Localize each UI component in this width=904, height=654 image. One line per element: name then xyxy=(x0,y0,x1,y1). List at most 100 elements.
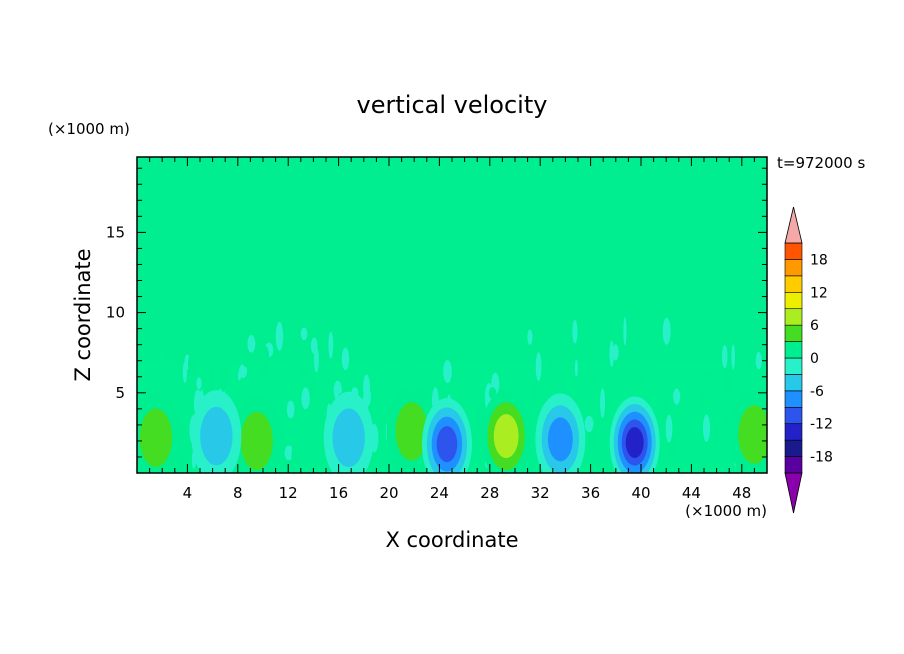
field-streak xyxy=(154,327,164,356)
field-streak xyxy=(731,344,735,370)
field-streak xyxy=(612,344,619,361)
contour-level xyxy=(395,402,428,461)
field-streak xyxy=(219,365,227,392)
field-patch xyxy=(299,157,337,201)
field-streak xyxy=(379,344,386,365)
field-streak xyxy=(600,388,606,418)
field-streak xyxy=(168,358,174,372)
field-patch xyxy=(205,157,278,196)
field-streak xyxy=(592,372,599,391)
x-tick-label: 8 xyxy=(233,484,243,502)
field-streak xyxy=(655,348,660,359)
field-streak xyxy=(309,377,316,404)
field-patch xyxy=(428,298,486,323)
field-streak xyxy=(319,407,324,437)
contour-level xyxy=(547,417,573,462)
field-streak xyxy=(328,331,334,359)
field-streak xyxy=(639,374,643,390)
field-streak xyxy=(532,384,537,406)
field-streak xyxy=(586,336,592,350)
colorbar-segment xyxy=(784,439,803,457)
field-streak xyxy=(196,377,202,390)
colorbar-segment xyxy=(784,423,803,441)
colorbar-segment xyxy=(784,291,803,310)
field-streak xyxy=(262,346,270,367)
x-tick-label: 32 xyxy=(531,484,550,502)
field-streak xyxy=(511,333,516,347)
field-streak xyxy=(723,416,730,427)
field-patch xyxy=(715,157,767,199)
field-streak xyxy=(584,415,594,433)
contour-level xyxy=(240,411,273,471)
field-streak xyxy=(527,329,533,345)
field-patch xyxy=(576,196,613,235)
colorbar-label: -12 xyxy=(810,417,833,433)
colorbar-segment xyxy=(784,456,803,474)
field-streak xyxy=(609,340,614,368)
x-tick-label: 24 xyxy=(430,484,449,502)
time-label: t=972000 s xyxy=(777,154,865,172)
updraft-cell xyxy=(231,394,282,473)
field-streak xyxy=(673,388,681,405)
field-streak xyxy=(640,342,650,360)
x-unit-label: (×1000 m) xyxy=(685,502,767,520)
field-streak xyxy=(242,351,249,368)
field-streak xyxy=(443,359,452,383)
colorbar-segment xyxy=(784,308,803,326)
chart-title: vertical velocity xyxy=(357,91,548,119)
updraft-cell xyxy=(729,388,767,473)
field-streak xyxy=(247,335,256,353)
contour-level xyxy=(493,414,519,459)
field-patch xyxy=(539,277,596,312)
colorbar-segment xyxy=(784,259,803,277)
field-streak xyxy=(662,399,669,416)
colorbar-segment xyxy=(784,242,803,260)
velocity-field xyxy=(137,157,767,473)
y-tick-label: 10 xyxy=(106,304,125,322)
field-streak xyxy=(572,319,578,344)
field-patch xyxy=(334,256,402,285)
x-tick-label: 4 xyxy=(183,484,193,502)
field-patch xyxy=(378,228,451,274)
x-tick-label: 16 xyxy=(329,484,348,502)
field-streak xyxy=(300,327,308,341)
colorbar-segment xyxy=(784,357,803,375)
field-streak xyxy=(713,419,719,447)
field-streak xyxy=(177,453,187,472)
field-streak xyxy=(313,347,319,373)
field-patch xyxy=(489,157,582,194)
field-streak xyxy=(755,351,762,370)
colorbar-under-triangle xyxy=(784,472,803,514)
field-patch xyxy=(245,227,287,261)
field-streak xyxy=(703,370,712,389)
field-streak xyxy=(301,387,310,410)
field-streak xyxy=(175,356,183,368)
field-streak xyxy=(238,370,242,381)
contour-level xyxy=(625,427,644,458)
field-streak xyxy=(291,444,296,467)
colorbar-label: -18 xyxy=(810,450,833,466)
field-streak xyxy=(665,414,673,443)
x-tick-label: 12 xyxy=(279,484,298,502)
colorbar-label: 0 xyxy=(810,351,819,367)
field-streak xyxy=(548,352,553,371)
colorbar-segment xyxy=(784,374,803,392)
contour-level xyxy=(738,405,767,464)
x-tick-label: 48 xyxy=(732,484,751,502)
field-streak xyxy=(726,364,731,394)
updraft-cell xyxy=(137,391,181,473)
colorbar-label: 6 xyxy=(810,318,819,334)
colorbar: 18 12 6 0 -6 -12 -18 xyxy=(784,206,833,514)
field-streak xyxy=(535,352,542,381)
field-streak xyxy=(284,445,294,461)
field-streak xyxy=(182,362,187,383)
colorbar-segment xyxy=(784,341,803,359)
colorbar-label: 12 xyxy=(810,285,828,301)
colorbar-segment xyxy=(784,275,803,293)
x-axis-label: X coordinate xyxy=(385,528,518,552)
downdraft-cell xyxy=(191,390,242,473)
field-streak xyxy=(260,367,269,380)
x-axis: 4 8 12 16 20 24 28 32 36 40 44 48 xyxy=(149,157,755,502)
field-streak xyxy=(294,452,302,465)
field-streak xyxy=(702,414,711,442)
